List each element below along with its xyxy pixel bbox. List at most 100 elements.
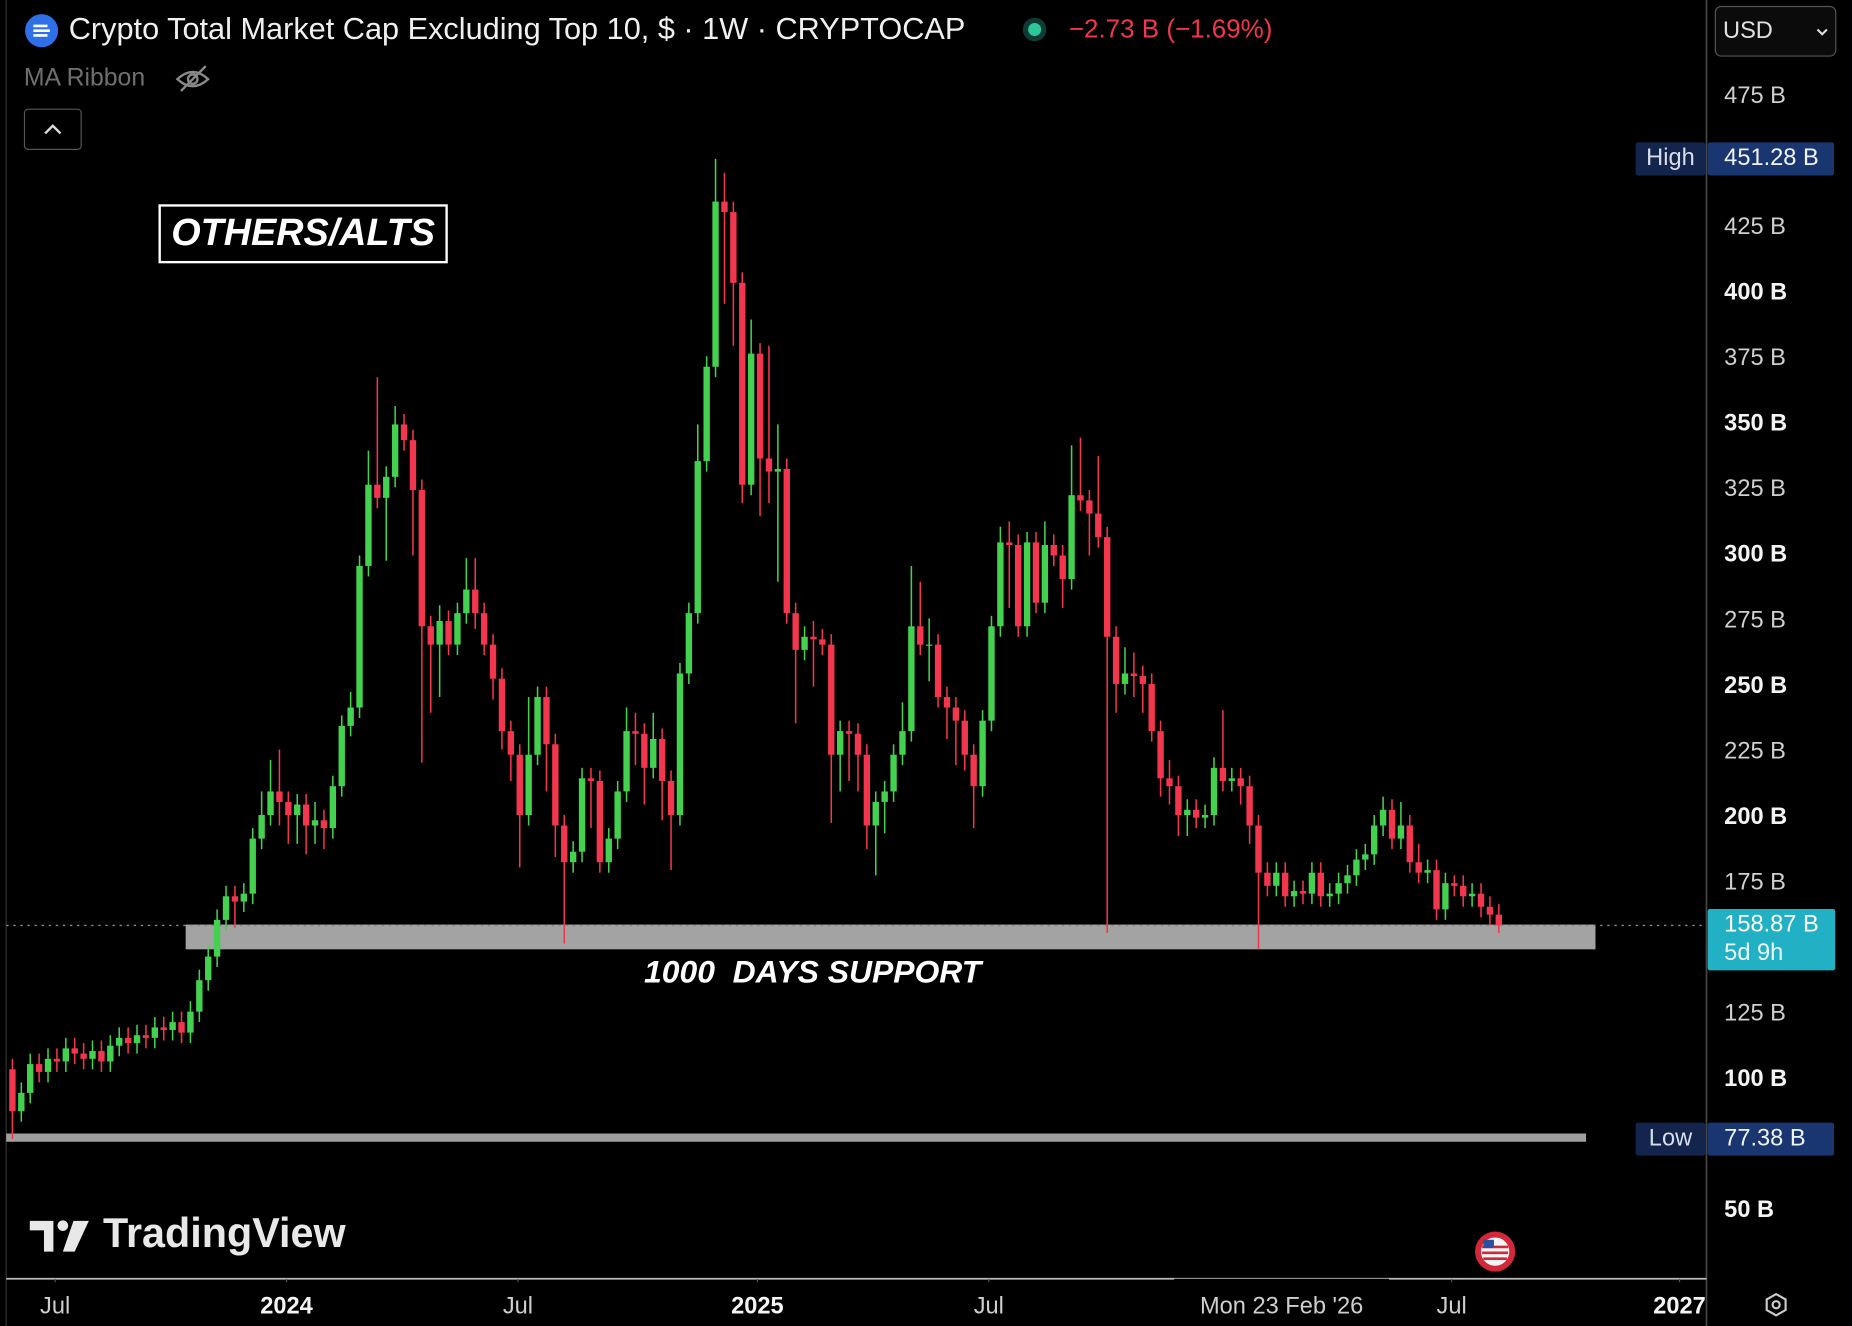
marker-name: Low [1649, 1125, 1693, 1151]
candle-body [747, 353, 755, 485]
candle-body [18, 1092, 25, 1112]
candle-body [1371, 825, 1378, 855]
candle-body [632, 731, 639, 734]
candle-body [525, 754, 532, 816]
candle-body [205, 956, 212, 981]
candle-body [552, 744, 559, 826]
y-tick-label: 300 B [1724, 542, 1787, 568]
candle-body [249, 838, 256, 894]
candle-body [641, 733, 648, 768]
y-tick-label: 275 B [1724, 607, 1786, 633]
candle-body [605, 838, 612, 863]
candle-body [845, 731, 853, 734]
y-tick-label: 250 B [1724, 673, 1787, 699]
candle-body [534, 697, 541, 755]
events-flag[interactable] [1475, 1231, 1516, 1272]
candle-body [623, 731, 630, 792]
candle-body [196, 980, 203, 1012]
x-tick-label: 2024 [260, 1293, 313, 1319]
candle-body [1210, 767, 1218, 816]
candle-body [1050, 545, 1057, 556]
candle-body [1379, 809, 1387, 826]
candle-body [222, 896, 230, 920]
y-tick-label: 475 B [1724, 83, 1786, 109]
last-price-label: 158.87 B [1724, 912, 1819, 938]
candle-body [1264, 872, 1271, 886]
visibility-toggle[interactable] [175, 65, 210, 92]
candle-body [89, 1050, 96, 1059]
candle-body [703, 366, 710, 462]
candle-body [872, 801, 879, 826]
candle-body [71, 1048, 78, 1054]
candle-body [365, 484, 372, 566]
candle-body [1014, 545, 1022, 627]
y-tick-label: 50 B [1724, 1197, 1774, 1223]
candle-body [1095, 513, 1102, 538]
candle-body [569, 851, 577, 863]
candle-body [1317, 872, 1324, 897]
candle-body [107, 1045, 114, 1062]
currency-label: USD [1723, 18, 1773, 44]
candle-body [925, 644, 933, 646]
candle-body [400, 424, 408, 441]
candle-body [854, 733, 862, 755]
candle-body [783, 468, 790, 614]
candle-body [1433, 870, 1440, 910]
marker-value: 451.28 B [1724, 145, 1819, 171]
candle-body [374, 484, 381, 498]
candle-body [810, 636, 817, 640]
candle-body [53, 1058, 61, 1062]
candle-body [294, 804, 301, 816]
candle-body [1353, 859, 1360, 876]
y-tick-label: 425 B [1724, 214, 1786, 240]
price-change: −2.73 B (−1.69%) [1069, 14, 1273, 44]
candle-body [285, 801, 292, 816]
y-tick-label: 325 B [1724, 476, 1786, 502]
crosshair-label: Mon 23 Feb '26 [1200, 1293, 1363, 1319]
candle-body [819, 639, 826, 645]
candle-body [863, 754, 871, 826]
candle-body [1362, 854, 1369, 860]
candle-body [1023, 542, 1031, 627]
candle-body [1175, 786, 1182, 816]
y-tick-label: 375 B [1724, 345, 1786, 371]
candle-body [169, 1022, 176, 1030]
candle-body [801, 636, 808, 650]
overlay: 50 B 100 B 125 B 175 B 200 B 225 B 250 B 275 B 3… [6, 83, 1836, 1223]
candle-body [311, 820, 319, 826]
settings-button[interactable] [1765, 1292, 1787, 1317]
candle-body [739, 282, 746, 485]
y-tick-label: 100 B [1724, 1066, 1787, 1092]
candle-body [178, 1022, 185, 1033]
candle-body [1121, 673, 1129, 684]
candle-body [667, 780, 675, 816]
candle-body [1139, 676, 1146, 684]
candle-body [917, 626, 924, 645]
y-tick-label: 200 B [1724, 804, 1787, 830]
candle-body [472, 589, 479, 614]
candle-body [463, 589, 470, 614]
marker-name: High [1646, 145, 1695, 171]
candle-body [124, 1037, 132, 1044]
candle-body [988, 626, 995, 721]
watermark-logo [29, 1220, 89, 1252]
candle-body [231, 896, 239, 902]
candle-body [133, 1035, 141, 1044]
candle-body [516, 754, 523, 816]
candle-body [721, 201, 728, 213]
candle-body [507, 731, 515, 755]
marker-name-box [1635, 142, 1706, 176]
candle-body [1006, 542, 1013, 546]
candle-body [578, 778, 586, 852]
candle-body [1397, 825, 1405, 839]
candles [9, 158, 1502, 1140]
currency-dropdown[interactable]: USD [1714, 5, 1837, 57]
collapse-button[interactable] [23, 108, 82, 150]
candle-body [44, 1058, 52, 1072]
candle-body [1308, 872, 1316, 894]
candle-body [961, 720, 968, 755]
candle-body [1344, 875, 1351, 884]
candle-body [1228, 778, 1235, 781]
candle-body [267, 791, 274, 816]
